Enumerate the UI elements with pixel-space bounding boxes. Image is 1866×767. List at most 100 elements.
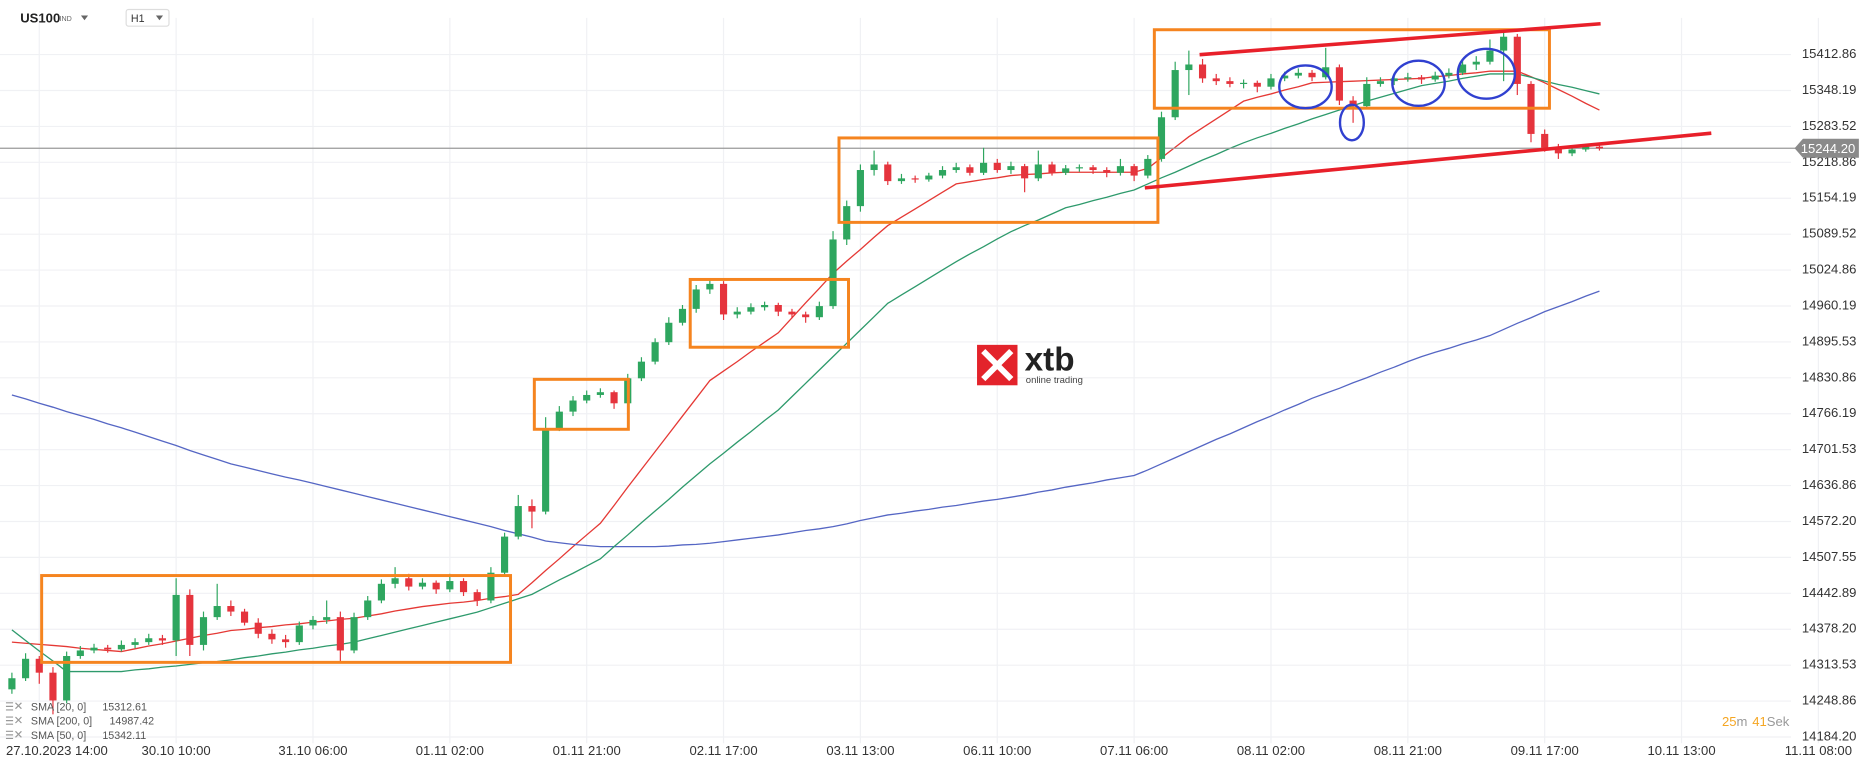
legend-value: 15312.61 <box>102 701 147 713</box>
y-tick-label: 15412.86 <box>1802 46 1857 61</box>
candle-body <box>1034 164 1042 179</box>
candle-body <box>8 678 16 690</box>
legend-icon[interactable] <box>5 716 22 725</box>
candle-body <box>90 647 98 651</box>
candle-body <box>1568 149 1576 154</box>
timeframe-select[interactable] <box>125 8 170 27</box>
candle-body <box>295 625 303 643</box>
candle-body <box>1103 170 1111 173</box>
legend-item: SMA [200, 0] 14987.42 <box>5 716 154 728</box>
countdown: 25m 41Sek <box>1722 714 1790 729</box>
candle-body <box>76 650 84 657</box>
candle-body <box>938 170 947 176</box>
candle-body <box>569 400 577 412</box>
timeframe-caret <box>155 15 164 21</box>
symbol-dropdown[interactable] <box>80 15 89 21</box>
candle-body <box>22 658 30 679</box>
candle-body <box>1267 78 1275 87</box>
y-tick-label: 14895.53 <box>1802 333 1857 348</box>
sma-line <box>11 290 1600 548</box>
candle-body <box>1404 77 1412 79</box>
candle-body <box>528 506 536 512</box>
candle-body <box>610 392 618 404</box>
candle-body <box>350 617 358 651</box>
candle-body <box>1157 117 1166 159</box>
candle-body <box>418 582 427 587</box>
legend-icon[interactable] <box>5 730 22 740</box>
candle-body <box>1500 36 1508 51</box>
highlight-ellipse <box>1278 64 1333 110</box>
y-tick-label: 14960.19 <box>1802 297 1857 312</box>
trend-line <box>1144 131 1712 190</box>
candle-body <box>199 617 208 645</box>
range-box <box>40 574 513 664</box>
candle-body <box>487 572 495 601</box>
legend-name: SMA [20, 0] <box>31 701 86 713</box>
range-box <box>532 377 630 431</box>
candle-body <box>719 283 728 315</box>
y-tick-label: 15089.52 <box>1802 226 1857 241</box>
candle-body <box>884 164 892 182</box>
current-price-label: 15244.20 <box>1801 141 1856 156</box>
highlight-ellipse <box>1391 59 1446 108</box>
legend-value: 15342.11 <box>102 730 146 742</box>
candle-body <box>952 167 960 171</box>
candle-body <box>651 342 659 362</box>
x-tick-label: 01.11 21:00 <box>553 743 621 758</box>
candle-body <box>117 644 125 650</box>
candle-body <box>1541 133 1549 148</box>
candle-body <box>897 178 906 182</box>
axes: 15412.8615348.1915283.5215218.8615154.19… <box>6 46 1859 758</box>
candle-body <box>309 619 317 626</box>
candle-body <box>542 428 550 512</box>
candle-body <box>596 392 604 395</box>
candle-body <box>131 642 139 645</box>
range-box <box>1152 28 1551 110</box>
candle-body <box>1144 158 1152 176</box>
candle-body <box>145 638 153 643</box>
candle-body <box>665 322 673 343</box>
legend-item: SMA [20, 0] 15312.61 <box>5 701 147 713</box>
x-tick-label: 09.11 17:00 <box>1511 743 1579 758</box>
candle-body <box>1335 67 1343 101</box>
candle-body <box>1226 81 1234 84</box>
candle-body <box>1459 64 1467 73</box>
candle-body <box>1431 75 1439 80</box>
y-tick-label: 15024.86 <box>1802 262 1857 277</box>
candle-body <box>1062 168 1070 173</box>
x-tick-label: 31.10 06:00 <box>278 743 347 758</box>
candle-body <box>870 164 878 171</box>
candle-body <box>1486 50 1494 62</box>
candle-body <box>555 411 563 429</box>
annotations <box>40 22 1712 664</box>
candle-body <box>336 617 344 651</box>
candle-body <box>637 361 646 379</box>
candle-body <box>1376 81 1385 84</box>
sma-line <box>11 73 1600 673</box>
y-tick-label: 14248.86 <box>1802 693 1857 708</box>
candle-body <box>692 289 700 309</box>
candle-body <box>761 304 769 308</box>
candle-body <box>911 178 919 180</box>
candle-body <box>1089 167 1097 171</box>
candle-body <box>323 617 331 620</box>
range-box <box>688 277 850 349</box>
candle-body <box>1445 72 1453 76</box>
legend-icon[interactable] <box>5 702 22 711</box>
candle-body <box>473 592 481 601</box>
y-tick-label: 14442.89 <box>1802 585 1857 600</box>
y-tick-label: 14701.53 <box>1802 441 1857 456</box>
candle-body <box>459 581 468 593</box>
candle-body <box>1185 64 1193 71</box>
y-tick-label: 14378.20 <box>1802 621 1857 636</box>
y-tick-label: 14830.86 <box>1802 369 1857 384</box>
x-tick-label: 30.10 10:00 <box>142 743 211 758</box>
candle-body <box>1198 64 1207 79</box>
x-tick-label: 10.11 13:00 <box>1647 743 1715 758</box>
candle-body <box>268 633 276 640</box>
y-tick-label: 15154.19 <box>1802 190 1857 205</box>
countdown-minutes-unit: m <box>1737 714 1748 729</box>
current-price-tag <box>1794 138 1859 158</box>
